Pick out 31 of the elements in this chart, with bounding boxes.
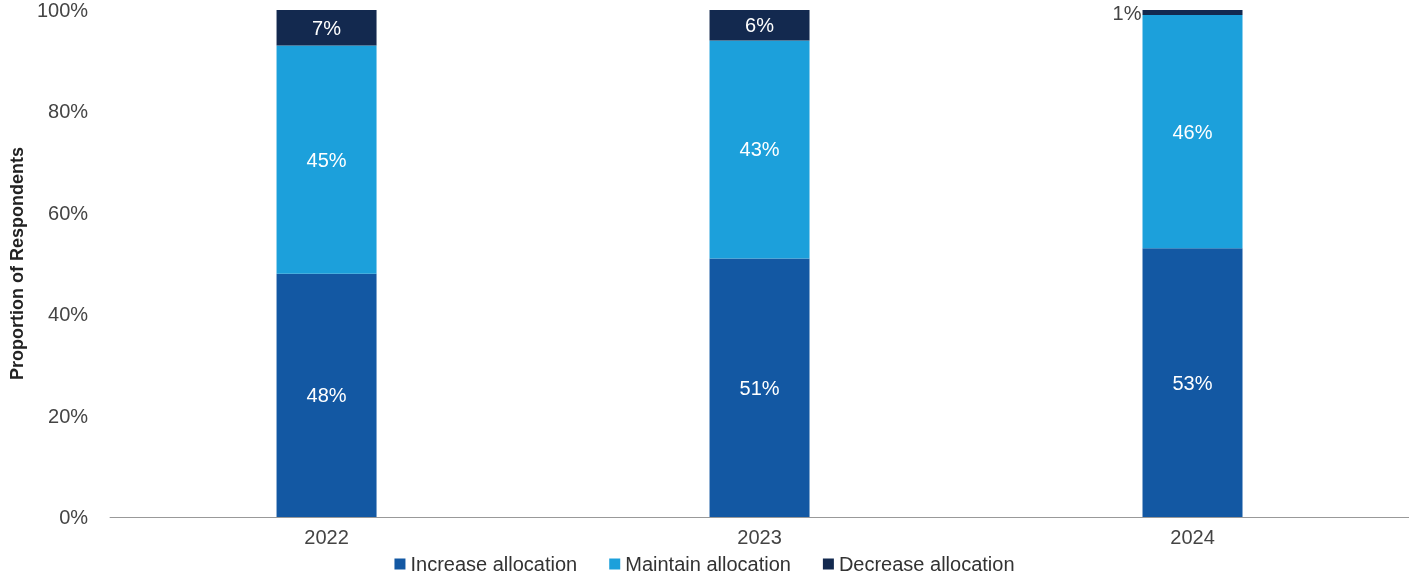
data-label: 1% — [1112, 1, 1142, 24]
bar — [276, 10, 377, 46]
data-label: 43% — [739, 138, 780, 161]
data-label: 6% — [745, 14, 775, 37]
data-label: 45% — [306, 148, 347, 171]
data-label: 51% — [739, 376, 780, 399]
y-tick-label: 80% — [48, 100, 89, 123]
legend-label: Increase allocation — [410, 553, 578, 575]
data-label: 48% — [306, 384, 347, 407]
x-tick-label: 2023 — [737, 526, 782, 548]
legend-label: Decrease allocation — [838, 553, 1015, 575]
x-tick-label: 2022 — [304, 526, 349, 548]
bar — [1142, 248, 1243, 517]
y-tick-label: 40% — [48, 303, 89, 326]
bar — [1142, 15, 1243, 249]
bar — [276, 273, 377, 517]
y-tick-label: 100% — [36, 0, 89, 21]
y-tick-label: 60% — [48, 201, 89, 224]
bar — [709, 40, 810, 259]
y-tick-label: 0% — [59, 506, 89, 528]
bar — [709, 10, 810, 41]
y-axis-title: Proportion of Respondents — [7, 147, 27, 380]
data-label: 7% — [312, 16, 342, 39]
bar — [1142, 10, 1243, 16]
data-label: 53% — [1172, 371, 1213, 394]
x-tick-label: 2024 — [1170, 526, 1215, 548]
bar — [709, 258, 810, 517]
legend-label: Maintain allocation — [625, 553, 791, 575]
bar — [276, 45, 377, 274]
data-label: 46% — [1172, 120, 1213, 143]
y-tick-label: 20% — [48, 404, 89, 427]
